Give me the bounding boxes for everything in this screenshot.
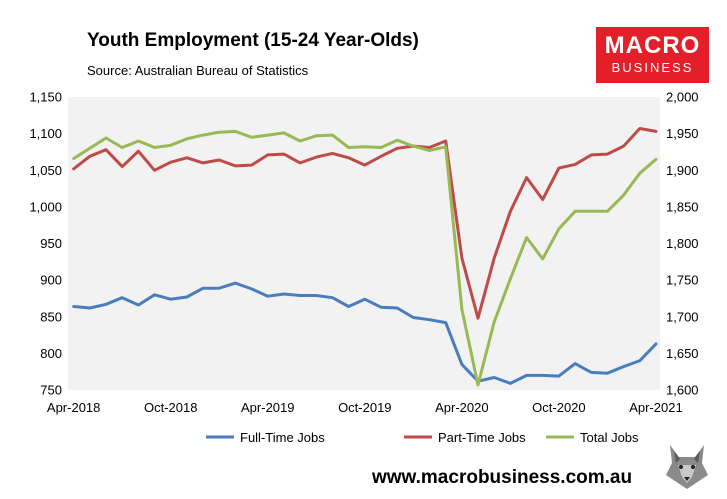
x-tick-label: Apr-2020: [435, 400, 488, 415]
series-lines: [72, 127, 658, 387]
right-tick-label: 1,700: [666, 309, 699, 324]
right-tick-label: 1,800: [666, 236, 699, 251]
chart-subtitle: Source: Australian Bureau of Statistics: [87, 63, 309, 78]
x-axis: Apr-2018 Oct-2018 Apr-2019 Oct-2019 Apr-2020…: [47, 400, 683, 415]
logo-line1: MACRO: [604, 32, 701, 59]
left-tick-label: 1,000: [29, 199, 62, 214]
right-tick-label: 1,750: [666, 273, 699, 288]
left-tick-label: 900: [40, 273, 62, 288]
x-tick-label: Oct-2018: [144, 400, 197, 415]
right-axis: 1,600 1,650 1,700 1,750 1,800 1,850 1,900 1,950…: [666, 90, 699, 398]
plot-area: [68, 97, 660, 390]
left-tick-label: 1,050: [29, 163, 62, 178]
left-tick-label: 950: [40, 236, 62, 251]
x-tick-label: Apr-2019: [241, 400, 294, 415]
right-tick-label: 2,000: [666, 90, 699, 105]
legend-label: Part-Time Jobs: [438, 430, 526, 445]
x-tick-label: Apr-2021: [629, 400, 682, 415]
x-tick-label: Oct-2019: [338, 400, 391, 415]
left-tick-label: 1,150: [29, 90, 62, 105]
left-axis: 750 800 850 900 950 1,000 1,050 1,100 1,150: [29, 90, 62, 398]
left-tick-label: 800: [40, 346, 62, 361]
chart-title: Youth Employment (15-24 Year-Olds): [87, 30, 419, 51]
series-line-total-jobs: [72, 129, 658, 387]
right-tick-label: 1,600: [666, 383, 699, 398]
legend: Full-Time Jobs Part-Time Jobs Total Jobs: [206, 430, 639, 445]
right-tick-label: 1,950: [666, 126, 699, 141]
right-tick-label: 1,850: [666, 199, 699, 214]
logo-line2: BUSINESS: [611, 60, 694, 75]
left-tick-label: 750: [40, 383, 62, 398]
series-line-part-time-jobs: [72, 127, 658, 320]
wolf-icon: [662, 441, 712, 491]
left-tick-label: 850: [40, 309, 62, 324]
x-tick-label: Oct-2020: [532, 400, 585, 415]
series-line-full-time-jobs: [72, 281, 658, 385]
x-tick-label: Apr-2018: [47, 400, 100, 415]
macro-business-logo: MACRO BUSINESS: [596, 27, 709, 83]
footer-url: www.macrobusiness.com.au: [372, 467, 633, 488]
legend-label: Total Jobs: [580, 430, 639, 445]
right-tick-label: 1,650: [666, 346, 699, 361]
right-tick-label: 1,900: [666, 163, 699, 178]
left-tick-label: 1,100: [29, 126, 62, 141]
legend-label: Full-Time Jobs: [240, 430, 325, 445]
